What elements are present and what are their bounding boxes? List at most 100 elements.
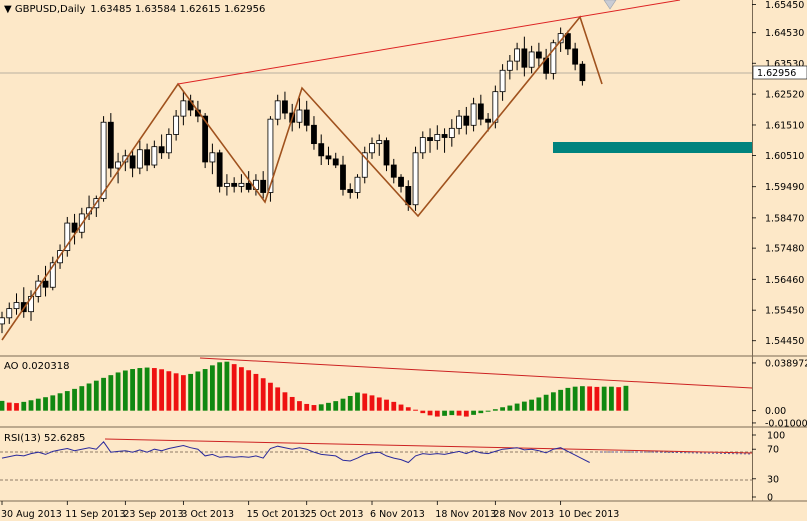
ao-bar [587, 386, 593, 411]
ao-bar [623, 385, 629, 411]
ao-bars-layer [0, 361, 629, 417]
ao-bar [347, 395, 353, 411]
ao-panel: AO 0.020318 [0, 357, 753, 417]
date-tick-label: 30 Aug 2013 [1, 509, 62, 520]
candle [434, 125, 441, 150]
candle [64, 216, 71, 257]
ao-bar [108, 375, 114, 411]
candle [398, 174, 404, 193]
candle [383, 137, 390, 172]
ao-bar [580, 386, 585, 411]
candle [514, 42, 521, 71]
price-tick-label: 1.57480 [765, 244, 804, 255]
candle [456, 110, 462, 135]
candle [361, 146, 368, 184]
ao-bar [558, 389, 564, 411]
candle [419, 131, 426, 159]
candle [209, 143, 216, 175]
ao-bar [275, 387, 281, 411]
candle [528, 45, 535, 74]
ao-bar [601, 386, 607, 411]
candle [550, 39, 557, 80]
ao-bar [427, 410, 433, 416]
ao-bar [28, 400, 34, 411]
ao-bar [565, 387, 571, 411]
price-tick-label: 1.64530 [765, 28, 804, 39]
candle [521, 36, 528, 77]
rsi-trendline [104, 438, 753, 454]
candle [115, 152, 121, 184]
ao-bar [543, 394, 549, 411]
ao-bar [514, 403, 520, 411]
candle [151, 140, 158, 169]
rsi-line [1, 441, 590, 464]
ao-bar [151, 368, 157, 411]
ao-trendline [199, 357, 753, 389]
price-tick-label: 1.54450 [765, 336, 804, 347]
ao-bar [173, 373, 179, 411]
ao-bar [180, 375, 186, 411]
ao-tick-label: 0.038972 [765, 358, 807, 369]
ao-bar [64, 391, 70, 411]
ao-bar [231, 364, 237, 411]
ao-bar [405, 407, 411, 411]
ao-bar [355, 392, 360, 411]
candle [506, 55, 513, 80]
ao-bar [616, 387, 622, 411]
candle [129, 149, 136, 178]
ao-bar [188, 373, 194, 411]
candle [347, 183, 354, 199]
ao-bar [137, 368, 143, 411]
price-tick-label: 1.55450 [765, 306, 804, 317]
candle [572, 42, 579, 71]
candle [376, 134, 383, 156]
candle [311, 116, 317, 150]
ao-bar [398, 404, 404, 411]
ao-bar [485, 410, 491, 412]
candle [0, 311, 5, 334]
candle [165, 128, 172, 159]
price-tick-label: 1.61510 [765, 120, 804, 131]
ao-bar [122, 370, 128, 411]
rsi-dotted-extension [600, 451, 753, 455]
candle [6, 302, 13, 324]
ao-bar [369, 395, 375, 411]
candle [180, 91, 187, 126]
date-tick-label: 6 Nov 2013 [370, 509, 425, 520]
ao-bar [14, 403, 19, 411]
candle [303, 100, 310, 132]
rsi-axis: 100 70 30 0 [752, 431, 785, 504]
candle [144, 143, 151, 172]
ao-bar [362, 393, 368, 411]
candle [260, 171, 267, 199]
candle [354, 174, 361, 199]
candle [49, 256, 56, 291]
candle [42, 265, 49, 297]
date-tick-label: 3 Oct 2013 [181, 509, 234, 520]
ao-bar [246, 370, 252, 411]
ao-bar [239, 367, 244, 411]
ao-bar [268, 382, 273, 411]
price-panel: ▼ GBPUSD,Daily 1.63485 1.63584 1.62615 1.… [0, 0, 752, 341]
ao-bar [72, 388, 77, 411]
candle [390, 158, 397, 184]
ao-bar [57, 393, 63, 411]
date-tick-label: 15 Oct 2013 [247, 509, 306, 520]
candle [158, 134, 165, 159]
date-tick-label: 18 Nov 2013 [435, 509, 496, 520]
candle [245, 171, 252, 193]
ao-bar [326, 402, 331, 411]
rsi-tick-label: 30 [767, 474, 779, 485]
ao-bar [0, 400, 5, 411]
ao-bar [594, 386, 600, 411]
price-tick-label: 1.60510 [765, 151, 804, 162]
candle [441, 128, 448, 153]
candle [579, 61, 586, 86]
price-axis: 1.65450 1.64530 1.63530 1.62520 1.61510 1.605… [752, 0, 804, 347]
candle [318, 134, 325, 166]
ao-bar [43, 397, 48, 411]
ao-bar [420, 410, 426, 414]
ao-bar [449, 410, 455, 416]
ao-bar [217, 362, 223, 411]
